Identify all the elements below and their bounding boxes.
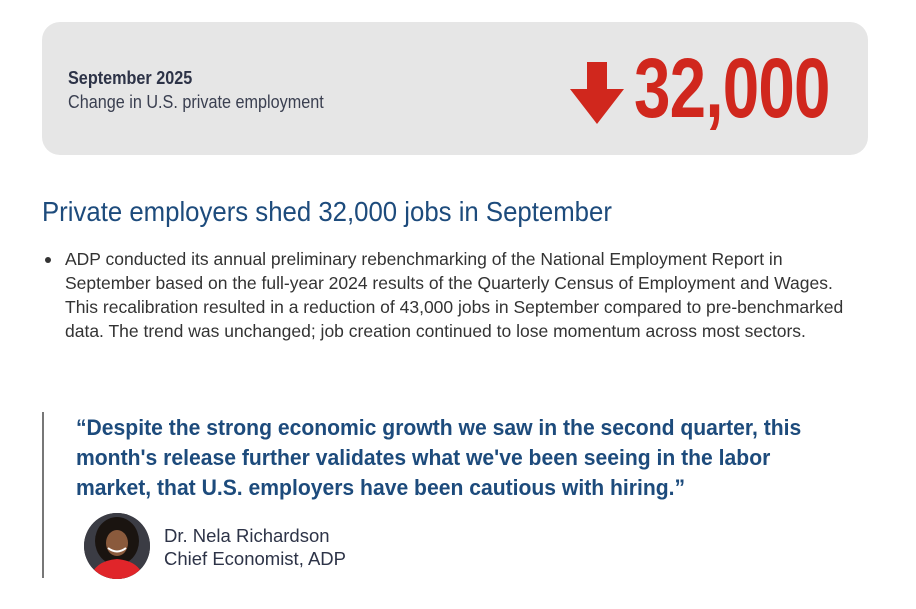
quote-author: Dr. Nela Richardson Chief Economist, ADP [164,524,346,570]
bullet-text: ADP conducted its annual preliminary reb… [65,249,844,341]
page-headline: Private employers shed 32,000 jobs in Se… [42,196,612,227]
summary-period: September 2025 [68,68,193,88]
bullet-item: ADP conducted its annual preliminary reb… [45,247,865,343]
author-name: Dr. Nela Richardson [164,525,330,546]
bullet-list: ADP conducted its annual preliminary reb… [42,247,865,343]
avatar [84,513,150,579]
summary-value: 32,000 [634,41,830,135]
quote-divider [42,412,44,578]
bullet-dot [45,257,51,263]
quote-text: “Despite the strong economic growth we s… [76,415,802,500]
author-title: Chief Economist, ADP [164,548,346,569]
arrow-down-icon [570,62,624,124]
summary-card: September 2025 Change in U.S. private em… [42,22,868,155]
summary-label: Change in U.S. private employment [68,92,324,112]
